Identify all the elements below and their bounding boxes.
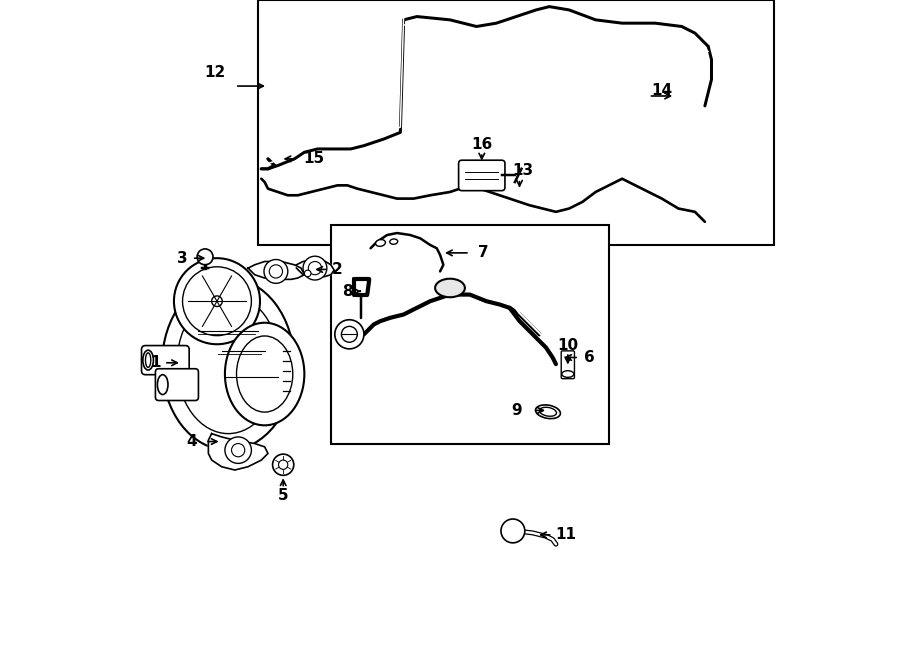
Circle shape bbox=[225, 437, 251, 463]
Ellipse shape bbox=[539, 407, 556, 416]
Circle shape bbox=[197, 249, 213, 265]
Circle shape bbox=[273, 454, 293, 475]
Text: 14: 14 bbox=[652, 83, 672, 97]
Ellipse shape bbox=[146, 353, 151, 367]
Ellipse shape bbox=[225, 323, 304, 426]
FancyBboxPatch shape bbox=[141, 346, 189, 375]
Circle shape bbox=[278, 460, 288, 469]
Text: 8: 8 bbox=[342, 284, 353, 299]
Ellipse shape bbox=[562, 371, 574, 377]
Circle shape bbox=[264, 260, 288, 283]
Text: 4: 4 bbox=[186, 434, 197, 449]
Circle shape bbox=[174, 258, 260, 344]
Text: 9: 9 bbox=[511, 403, 521, 418]
Ellipse shape bbox=[158, 375, 168, 395]
Text: 3: 3 bbox=[176, 251, 187, 265]
Bar bbox=[331, 225, 609, 444]
Text: 2: 2 bbox=[332, 262, 343, 277]
Bar bbox=[258, 0, 774, 245]
Circle shape bbox=[309, 261, 321, 275]
Ellipse shape bbox=[390, 239, 398, 244]
Circle shape bbox=[212, 296, 222, 307]
Ellipse shape bbox=[177, 295, 280, 434]
Text: 5: 5 bbox=[278, 488, 289, 502]
Circle shape bbox=[303, 256, 327, 280]
Text: 13: 13 bbox=[512, 164, 534, 178]
Text: 11: 11 bbox=[555, 528, 576, 542]
Text: 10: 10 bbox=[557, 338, 579, 353]
Text: 16: 16 bbox=[472, 137, 492, 152]
Text: 1: 1 bbox=[150, 355, 161, 370]
Ellipse shape bbox=[237, 336, 292, 412]
FancyBboxPatch shape bbox=[156, 369, 198, 401]
Ellipse shape bbox=[536, 405, 561, 418]
Circle shape bbox=[341, 326, 357, 342]
Circle shape bbox=[501, 519, 525, 543]
Polygon shape bbox=[209, 434, 268, 470]
Ellipse shape bbox=[375, 240, 385, 246]
Ellipse shape bbox=[435, 279, 465, 297]
Text: 7: 7 bbox=[478, 246, 489, 260]
Ellipse shape bbox=[143, 350, 153, 370]
Circle shape bbox=[183, 267, 251, 336]
FancyBboxPatch shape bbox=[562, 351, 574, 379]
Circle shape bbox=[231, 444, 245, 457]
Circle shape bbox=[269, 265, 283, 278]
Circle shape bbox=[335, 320, 364, 349]
Text: 15: 15 bbox=[303, 152, 325, 166]
Polygon shape bbox=[248, 261, 304, 279]
Ellipse shape bbox=[162, 278, 294, 450]
Polygon shape bbox=[296, 260, 334, 277]
Circle shape bbox=[304, 270, 311, 277]
Text: 6: 6 bbox=[583, 350, 594, 365]
Text: 12: 12 bbox=[204, 66, 226, 80]
FancyBboxPatch shape bbox=[459, 160, 505, 191]
